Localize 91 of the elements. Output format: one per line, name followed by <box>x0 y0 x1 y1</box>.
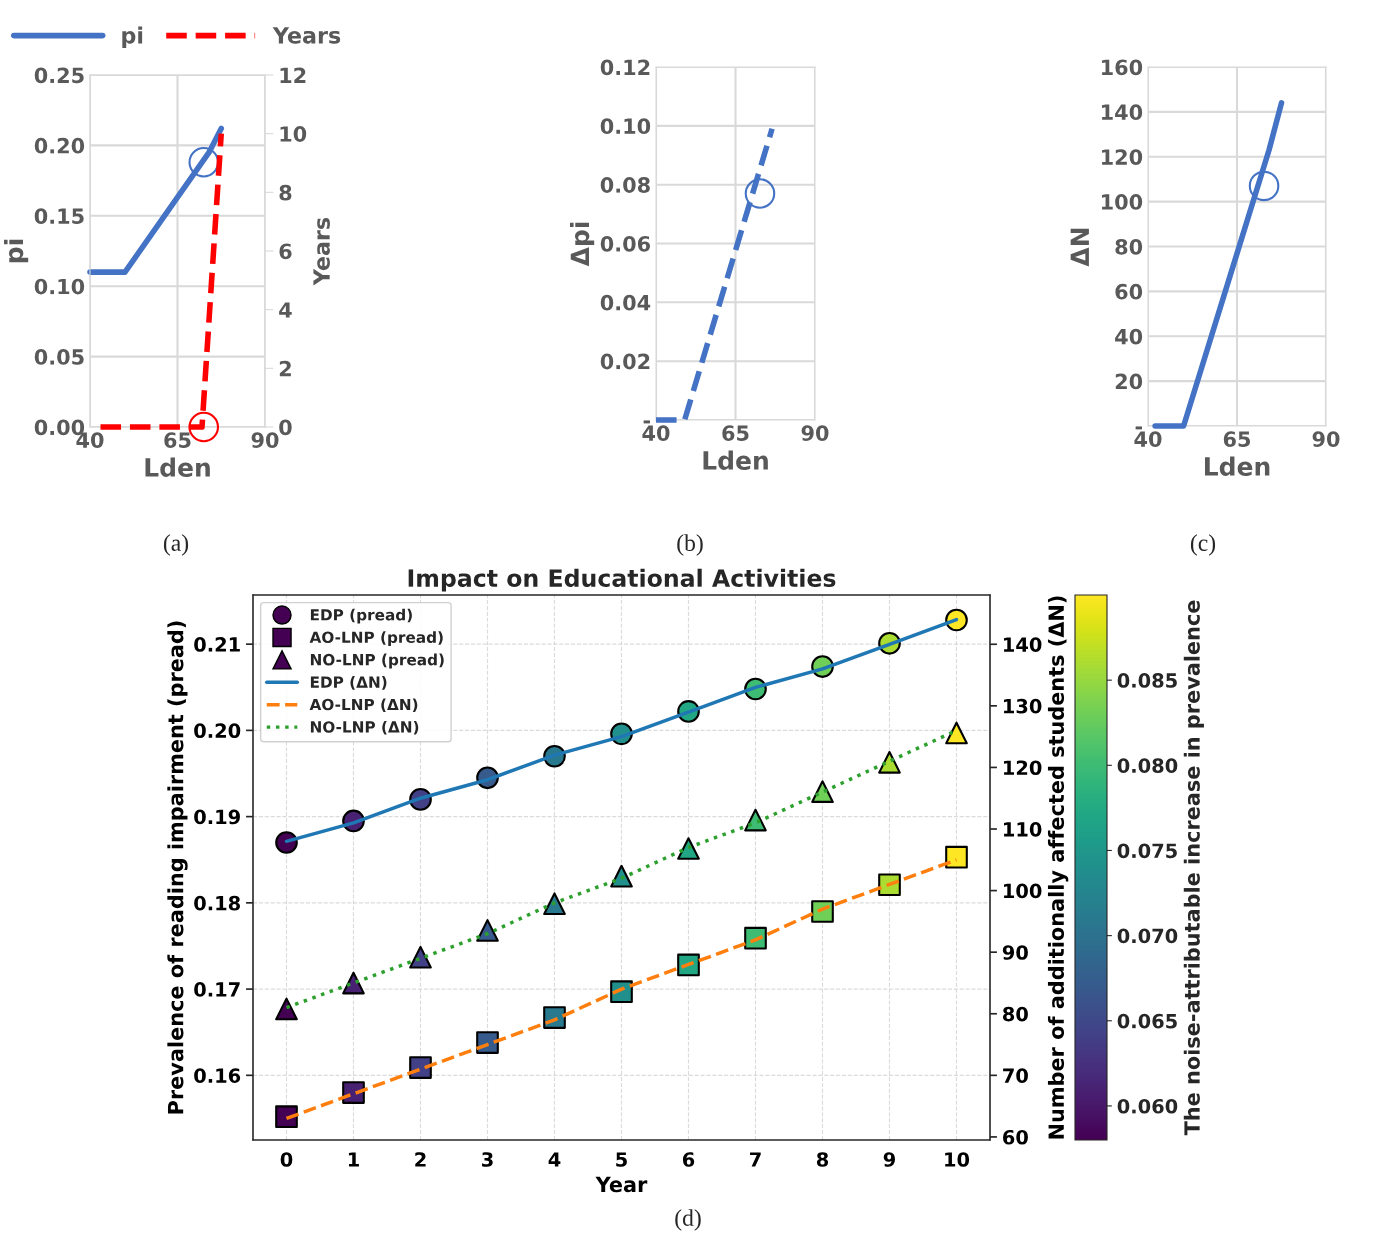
x-tick-label: 5 <box>616 1152 627 1167</box>
text: (c) <box>1190 534 1216 556</box>
y-tick-label: 0.17 <box>194 982 240 997</box>
y-tick-label: 0.21 <box>194 637 240 652</box>
y-tick-label: 80 <box>1115 238 1143 255</box>
color-bar-label: 0.085 <box>1117 673 1177 688</box>
y2-tick-label: 120 <box>1004 760 1042 776</box>
x-axis-title: Lden <box>145 457 210 477</box>
y-tick-label: 0.12 <box>600 59 650 76</box>
legend-label: EDP (pread) <box>310 608 412 624</box>
y-tick-label: 0.18 <box>194 895 240 911</box>
x-tick-label: 90 <box>1312 431 1340 447</box>
x-axis-title: Lden <box>1205 456 1270 476</box>
legend-label: AO-LNP (pread) <box>309 631 443 646</box>
y-tick-label: 140 <box>1102 104 1143 121</box>
color-bar-label: 0.065 <box>1117 1013 1177 1029</box>
y2-tick-label: 4 <box>279 302 292 318</box>
y-tick-label: 20 <box>1115 373 1143 390</box>
y-tick-label: 60 <box>1115 283 1143 300</box>
y-tick-label: 0.04 <box>600 294 651 311</box>
y2-tick-label: 60 <box>1003 1129 1028 1145</box>
y2-tick-label: 8 <box>279 184 292 201</box>
y-tick-label: 0.25 <box>34 67 84 84</box>
y2-tick-label: 70 <box>1003 1068 1028 1083</box>
x-tick-label: 6 <box>682 1152 695 1167</box>
x-tick-label: 2 <box>415 1152 426 1167</box>
legend-label: pi <box>122 26 143 48</box>
x-tick-label: 1 <box>348 1152 359 1167</box>
text: (a) <box>163 534 189 556</box>
y2-tick-label: 2 <box>279 360 291 377</box>
y-tick-label: 100 <box>1102 194 1143 210</box>
y-axis-title: Δpi <box>569 222 595 267</box>
x-tick-label: 3 <box>482 1152 493 1167</box>
y-tick-label: 0.19 <box>194 809 240 825</box>
y-tick-label: 0.10 <box>600 118 651 135</box>
y-tick-label: - <box>1135 426 1143 430</box>
y-tick-label: 0.06 <box>600 235 651 252</box>
chart-title: Impact on Educational Activities <box>408 568 836 592</box>
y2-tick-label: 80 <box>1002 1006 1028 1022</box>
color-bar-label: 0.075 <box>1117 843 1177 859</box>
y-axis-title: pi <box>3 239 29 263</box>
y2-tick-label: 100 <box>1004 883 1042 899</box>
color-bar-label: 0.070 <box>1117 928 1178 944</box>
y-tick-label: 160 <box>1102 59 1143 76</box>
y-tick-label: 0.20 <box>194 723 241 739</box>
x-tick-label: 0 <box>280 1152 293 1167</box>
x-tick-label: 65 <box>1223 431 1251 447</box>
y2-tick-label: 140 <box>1004 637 1042 652</box>
y2-tick-label: 110 <box>1004 821 1042 837</box>
x-tick-label: 65 <box>164 432 191 448</box>
y-tick-label: 0.05 <box>34 349 84 365</box>
x-tick-label: 65 <box>722 425 749 441</box>
x-tick-label: 90 <box>801 425 829 441</box>
y2-tick-label: 90 <box>1002 945 1028 960</box>
x-tick-label: 8 <box>816 1152 829 1167</box>
x-axis-title: Lden <box>703 450 768 470</box>
legend-label: Years <box>272 27 341 44</box>
y-tick-label: 0.10 <box>34 278 85 295</box>
color-bar-title: The noise-attributable increase in prevalence <box>1183 600 1204 1136</box>
y-tick-label: 40 <box>1115 328 1143 345</box>
legend-label: AO-LNP (ΔN) <box>309 698 418 713</box>
y-tick-label: 0.15 <box>34 208 84 225</box>
y2-tick-label: 10 <box>280 126 307 142</box>
y-axis-title: ΔN <box>1070 228 1089 267</box>
y-tick-label: 0.08 <box>600 177 650 193</box>
y-tick-label: - <box>643 420 651 424</box>
text: (d) <box>675 1209 701 1231</box>
x-tick-label: 9 <box>883 1152 896 1167</box>
y2-tick-label: 6 <box>279 243 292 260</box>
color-bar-label: 0.080 <box>1117 758 1178 773</box>
legend-label: NO-LNP (pread) <box>310 653 444 669</box>
x-tick-label: 4 <box>548 1152 561 1167</box>
color-bar-label: 0.060 <box>1117 1098 1178 1114</box>
y2-tick-label: 130 <box>1004 698 1042 714</box>
y-tick-label: 120 <box>1102 149 1143 165</box>
x-axis-title: Year <box>595 1176 648 1193</box>
y2-axis-title: Years <box>313 217 330 286</box>
y2-axis-title: Number of additionally affected students (ΔN) <box>1047 596 1069 1139</box>
x-tick-label: 7 <box>750 1152 761 1167</box>
x-tick-label: 40 <box>1134 431 1162 447</box>
y-tick-label: 0.16 <box>194 1068 241 1083</box>
legend-label: NO-LNP (ΔN) <box>310 720 419 735</box>
legend-label: EDP (ΔN) <box>310 676 387 690</box>
y-tick-label: 0.20 <box>34 137 85 154</box>
x-tick-label: 40 <box>642 425 670 441</box>
y-axis-title: Prevalence of reading impairment (pread) <box>167 621 188 1114</box>
text: (b) <box>677 534 703 556</box>
y-tick-label: 0.02 <box>600 353 650 370</box>
x-tick-label: 10 <box>945 1152 970 1167</box>
y2-tick-label: 12 <box>280 67 306 83</box>
x-tick-label: 90 <box>251 432 279 448</box>
